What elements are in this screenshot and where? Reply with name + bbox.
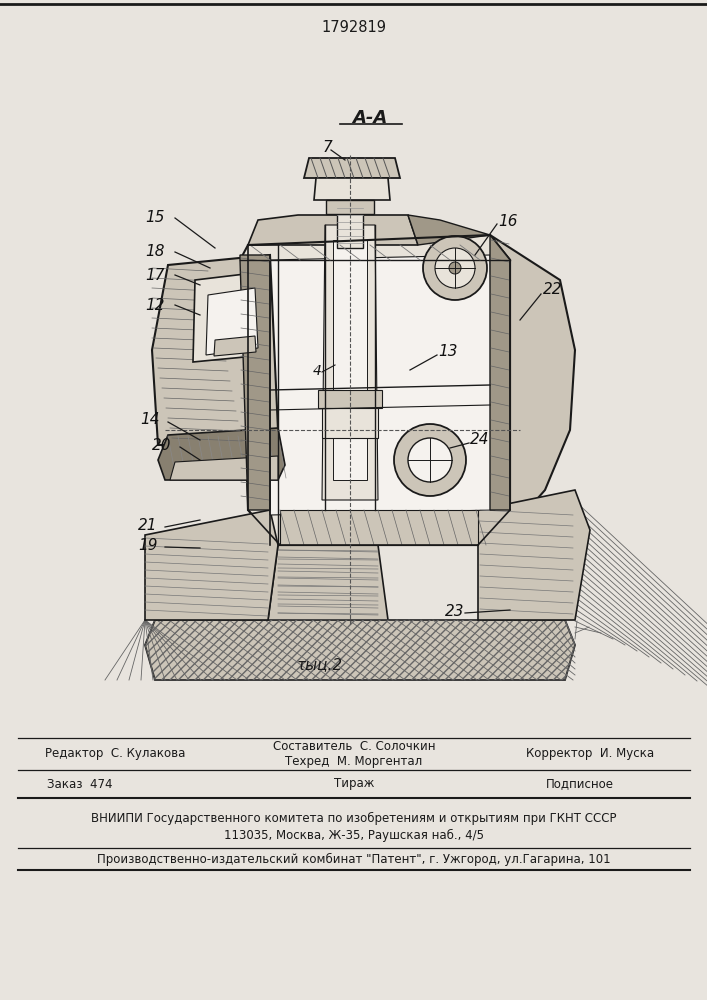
Text: 15: 15 bbox=[145, 211, 165, 226]
Polygon shape bbox=[240, 235, 510, 545]
Text: Редактор  С. Кулакова: Редактор С. Кулакова bbox=[45, 748, 185, 760]
Text: Заказ  474: Заказ 474 bbox=[47, 778, 112, 790]
Polygon shape bbox=[304, 158, 400, 178]
Polygon shape bbox=[270, 255, 495, 515]
Polygon shape bbox=[480, 235, 575, 545]
Text: ВНИИПИ Государственного комитета по изобретениям и открытиям при ГКНТ СССР: ВНИИПИ Государственного комитета по изоб… bbox=[91, 811, 617, 825]
Text: Техред  М. Моргентал: Техред М. Моргентал bbox=[286, 756, 423, 768]
Text: 16: 16 bbox=[498, 215, 518, 230]
Text: 19: 19 bbox=[138, 538, 158, 552]
Circle shape bbox=[423, 236, 487, 300]
Polygon shape bbox=[248, 215, 418, 245]
Polygon shape bbox=[170, 456, 278, 480]
Bar bbox=[326, 200, 374, 214]
Polygon shape bbox=[490, 235, 510, 510]
Text: 4: 4 bbox=[313, 364, 322, 378]
Circle shape bbox=[449, 262, 461, 274]
Text: 113035, Москва, Ж-35, Раушская наб., 4/5: 113035, Москва, Ж-35, Раушская наб., 4/5 bbox=[224, 828, 484, 842]
Polygon shape bbox=[206, 288, 258, 355]
Polygon shape bbox=[408, 215, 490, 245]
Text: 18: 18 bbox=[145, 244, 165, 259]
Text: 20: 20 bbox=[152, 438, 172, 452]
Text: Подписное: Подписное bbox=[546, 778, 614, 790]
Text: τыц.2: τыц.2 bbox=[297, 658, 343, 672]
Polygon shape bbox=[268, 545, 388, 620]
Bar bbox=[333, 240, 367, 480]
Circle shape bbox=[435, 248, 475, 288]
Polygon shape bbox=[214, 336, 256, 356]
Text: Производственно-издательский комбинат "Патент", г. Ужгород, ул.Гагарина, 101: Производственно-издательский комбинат "П… bbox=[97, 852, 611, 866]
Text: Корректор  И. Муска: Корректор И. Муска bbox=[526, 748, 654, 760]
Polygon shape bbox=[280, 510, 478, 545]
Polygon shape bbox=[240, 255, 270, 510]
Circle shape bbox=[408, 438, 452, 482]
Polygon shape bbox=[314, 178, 390, 200]
Text: 14: 14 bbox=[140, 412, 160, 428]
Text: 21: 21 bbox=[138, 518, 158, 532]
Polygon shape bbox=[322, 225, 378, 500]
Bar bbox=[322, 408, 378, 438]
Text: 7: 7 bbox=[323, 140, 333, 155]
Circle shape bbox=[394, 424, 466, 496]
Polygon shape bbox=[193, 272, 265, 362]
Bar bbox=[337, 158, 363, 248]
Polygon shape bbox=[152, 255, 278, 445]
Polygon shape bbox=[145, 510, 278, 620]
Text: 17: 17 bbox=[145, 267, 165, 282]
Text: A-A: A-A bbox=[352, 109, 387, 127]
Text: 24: 24 bbox=[470, 432, 489, 448]
Text: 1792819: 1792819 bbox=[322, 20, 387, 35]
Polygon shape bbox=[145, 620, 575, 680]
Polygon shape bbox=[478, 490, 590, 620]
Text: 12: 12 bbox=[145, 298, 165, 312]
Text: 23: 23 bbox=[445, 604, 464, 619]
Polygon shape bbox=[158, 428, 285, 480]
Bar bbox=[318, 390, 382, 408]
Text: 22: 22 bbox=[543, 282, 563, 298]
Text: Составитель  С. Солочкин: Составитель С. Солочкин bbox=[273, 740, 436, 752]
Text: Тираж: Тираж bbox=[334, 778, 374, 790]
Text: 13: 13 bbox=[438, 344, 457, 360]
